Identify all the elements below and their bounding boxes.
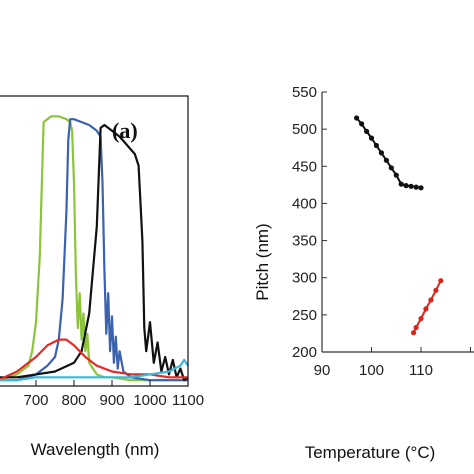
pitch-series-group [354,115,444,336]
pitch-point [433,287,439,293]
pitch-y-tick-label: 500 [292,121,317,138]
spectrum-line-3 [0,123,189,382]
pitch-point [423,306,429,312]
spectra-panel: 700 800 900 1000 1100 (a) Wavelength (nm) [0,95,204,459]
pitch-point [373,142,379,149]
pitch-point [364,128,370,134]
pitch-point [408,183,414,189]
spectra-plot-frame [0,95,189,387]
panel-label-a: (a) [112,118,138,143]
spectra-x-tick-label: 900 [99,392,124,409]
pitch-y-tick-label: 450 [292,158,317,175]
pitch-x-tick-label: 90 [314,362,331,379]
spectra-x-tick-label: 800 [61,392,86,409]
pitch-point [398,181,404,187]
pitch-y-axis-title: Pitch (nm) [253,223,272,300]
pitch-point [418,185,424,191]
pitch-point [359,121,365,127]
spectra-x-ticks: 700 800 900 1000 1100 [23,380,204,409]
pitch-point [383,157,389,163]
pitch-x-tick-label: 110 [409,362,433,379]
pitch-point [428,297,434,303]
pitch-point [388,165,394,171]
pitch-y-tick-label: 250 [292,307,317,324]
spectra-x-axis-title: Wavelength (nm) [31,440,160,459]
pitch-x-tick-label: 100 [359,362,384,379]
spectra-x-tick-label: 700 [23,392,48,409]
spectrum-line-5 [0,358,189,382]
spectra-x-tick-label: 1100 [172,392,204,409]
pitch-axes: 200 250 300 350 400 450 500 550 90 100 110 [292,84,474,379]
pitch-point [413,184,419,190]
pitch-point [411,330,417,336]
pitch-point [418,316,424,322]
pitch-point [354,115,360,121]
spectra-x-tick-label: 1000 [133,392,166,409]
pitch-point [438,278,444,284]
spectra-series-group [0,115,189,382]
pitch-x-axis-title: Temperature (°C) [305,443,436,462]
pitch-y-tick-label: 550 [292,84,317,101]
pitch-y-tick-label: 300 [292,270,317,287]
pitch-point [393,172,399,178]
pitch-y-tick-label: 400 [292,195,317,212]
pitch-line-1 [355,117,422,189]
pitch-y-tick-label: 200 [292,344,317,361]
pitch-point [378,150,384,156]
spectrum-line-2 [0,118,188,382]
pitch-point [413,324,419,331]
pitch-point [368,135,375,141]
pitch-y-tick-label: 350 [292,233,317,250]
pitch-panel: 200 250 300 350 400 450 500 550 90 100 110 Tempera… [253,84,474,462]
pitch-point [403,183,409,189]
